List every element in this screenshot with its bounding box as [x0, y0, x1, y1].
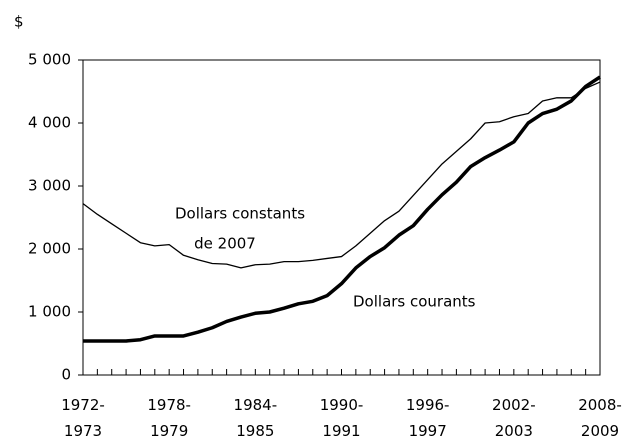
y-tick-label: 0 — [61, 366, 71, 384]
line — [82, 81, 601, 269]
x-tick-label: 2002-2003 — [492, 396, 536, 440]
x-tick-label: 1990-1991 — [320, 396, 364, 440]
x-tick-label: 1984-1985 — [234, 396, 278, 440]
plot-frame — [82, 59, 601, 376]
x-tick-label: 1978-1979 — [147, 396, 191, 440]
x-tick-label: 2008-2009 — [578, 396, 622, 440]
y-tick-label: 2 000 — [28, 240, 71, 258]
y-axis-label: $ — [14, 13, 24, 31]
annotation: de 2007 — [194, 235, 256, 253]
annotation: Dollars constants — [175, 205, 305, 223]
x-tick-label: 1996-1997 — [406, 396, 450, 440]
y-tick-label: 1 000 — [28, 303, 71, 321]
y-tick-label: 3 000 — [28, 177, 71, 195]
y-tick-label: 5 000 — [28, 51, 71, 69]
x-tick-label: 1972-1973 — [61, 396, 105, 440]
line — [83, 75, 601, 343]
annotation: Dollars courants — [353, 293, 476, 311]
y-tick-label: 4 000 — [28, 114, 71, 132]
